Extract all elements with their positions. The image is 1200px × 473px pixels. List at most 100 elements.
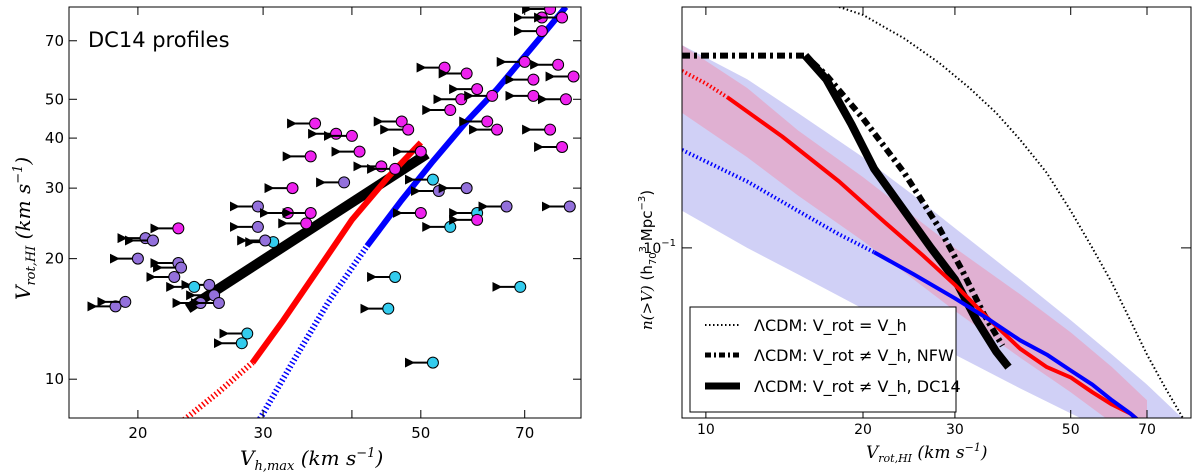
- data-point: [422, 220, 457, 233]
- data-point: [505, 89, 540, 102]
- point-marker: [460, 182, 473, 195]
- svg-text:Vrot,HI (km s−1): Vrot,HI (km s−1): [866, 441, 988, 465]
- data-point: [229, 220, 264, 233]
- point-marker: [455, 93, 468, 106]
- point-marker: [444, 104, 457, 117]
- point-marker: [486, 89, 499, 102]
- data-point: [392, 207, 427, 220]
- right-series-3: [726, 95, 1139, 418]
- data-point: [353, 160, 388, 173]
- data-point: [308, 127, 343, 140]
- point-marker: [309, 117, 322, 130]
- data-point: [323, 129, 358, 142]
- point-marker: [389, 162, 402, 175]
- data-point: [124, 234, 159, 247]
- right-xtick-label: 50: [1062, 422, 1080, 438]
- left-ylabel: Vrot,HI (km s−1): [11, 157, 39, 300]
- right-plot-frame: [681, 6, 1192, 419]
- data-point: [282, 207, 317, 220]
- point-marker: [438, 61, 451, 74]
- point-marker: [552, 58, 565, 71]
- point-marker: [353, 145, 366, 158]
- data-point: [109, 252, 144, 265]
- data-point: [190, 296, 225, 309]
- data-point: [530, 58, 565, 71]
- data-point: [237, 234, 272, 247]
- point-marker: [212, 296, 225, 309]
- point-marker: [119, 295, 132, 308]
- legend-label-vh: ΛCDM: V_rot = V_h: [754, 316, 907, 336]
- left-xtick-label: 70: [515, 424, 534, 442]
- data-point: [229, 200, 264, 213]
- point-marker: [567, 70, 580, 83]
- data-point: [537, 93, 572, 106]
- point-marker: [559, 93, 572, 106]
- data-point: [264, 182, 299, 195]
- point-marker: [500, 200, 513, 213]
- right-ylabel: n(>V) (h703 Mpc−3): [637, 190, 659, 330]
- point-marker: [402, 123, 415, 136]
- point-marker: [460, 67, 473, 80]
- point-marker: [414, 145, 427, 158]
- right-series-5: [873, 250, 1139, 418]
- point-marker: [389, 270, 402, 283]
- legend: ΛCDM: V_rot = V_h ΛCDM: V_rot ≠ V_h, NFW…: [689, 306, 961, 413]
- right-series-2: [802, 52, 1012, 370]
- left-series-3: [364, 7, 569, 248]
- point-marker: [563, 200, 576, 213]
- data-point: [259, 207, 294, 220]
- data-point: [153, 261, 188, 274]
- left-ytick-label: 20: [45, 250, 64, 268]
- point-marker: [426, 173, 439, 186]
- point-marker: [188, 280, 201, 293]
- data-point: [464, 89, 499, 102]
- svg-text:Vh,max (km s−1): Vh,max (km s−1): [240, 446, 383, 473]
- left-xtick-label: 30: [254, 424, 273, 442]
- data-point: [438, 67, 473, 80]
- data-point: [146, 270, 181, 283]
- data-point: [278, 217, 313, 230]
- left-ytick-label: 70: [45, 32, 64, 50]
- svg-text:n(>V) (h703 Mpc−3): n(>V) (h703 Mpc−3): [637, 190, 659, 330]
- point-marker: [168, 270, 181, 283]
- left-ytick-label: 40: [45, 129, 64, 147]
- point-marker: [203, 278, 216, 291]
- right-series-0: [838, 7, 1184, 418]
- legend-label-dc14: ΛCDM: V_rot ≠ V_h, DC14: [754, 377, 961, 397]
- point-marker: [527, 89, 540, 102]
- data-point: [373, 115, 408, 128]
- right-series-1: [682, 52, 1006, 348]
- left-plot-frame: [68, 6, 582, 419]
- left-xtick-label: 20: [128, 424, 147, 442]
- point-marker: [345, 129, 358, 142]
- point-marker: [514, 280, 527, 293]
- point-marker: [491, 123, 504, 136]
- point-marker: [518, 55, 531, 68]
- point-marker: [471, 83, 484, 96]
- data-point: [534, 11, 569, 24]
- data-point: [505, 73, 540, 86]
- data-point: [404, 173, 439, 186]
- data-point: [316, 176, 351, 189]
- legend-label-nfw: ΛCDM: V_rot ≠ V_h, NFW: [754, 346, 954, 366]
- data-point: [360, 302, 395, 315]
- point-marker: [330, 127, 343, 140]
- data-point: [534, 141, 569, 154]
- data-point: [449, 213, 484, 226]
- point-marker: [426, 356, 439, 369]
- left-xtick-label: 50: [411, 424, 430, 442]
- data-point: [287, 117, 322, 130]
- left-xlabel: Vh,max (km s−1): [240, 446, 383, 473]
- data-point: [522, 7, 557, 16]
- point-marker: [146, 234, 159, 247]
- data-point: [150, 222, 185, 235]
- point-marker: [338, 176, 351, 189]
- data-point: [541, 200, 576, 213]
- left-series-4: [256, 244, 370, 418]
- point-marker: [241, 327, 254, 340]
- point-marker: [375, 160, 388, 173]
- point-marker: [175, 261, 188, 274]
- point-marker: [395, 115, 408, 128]
